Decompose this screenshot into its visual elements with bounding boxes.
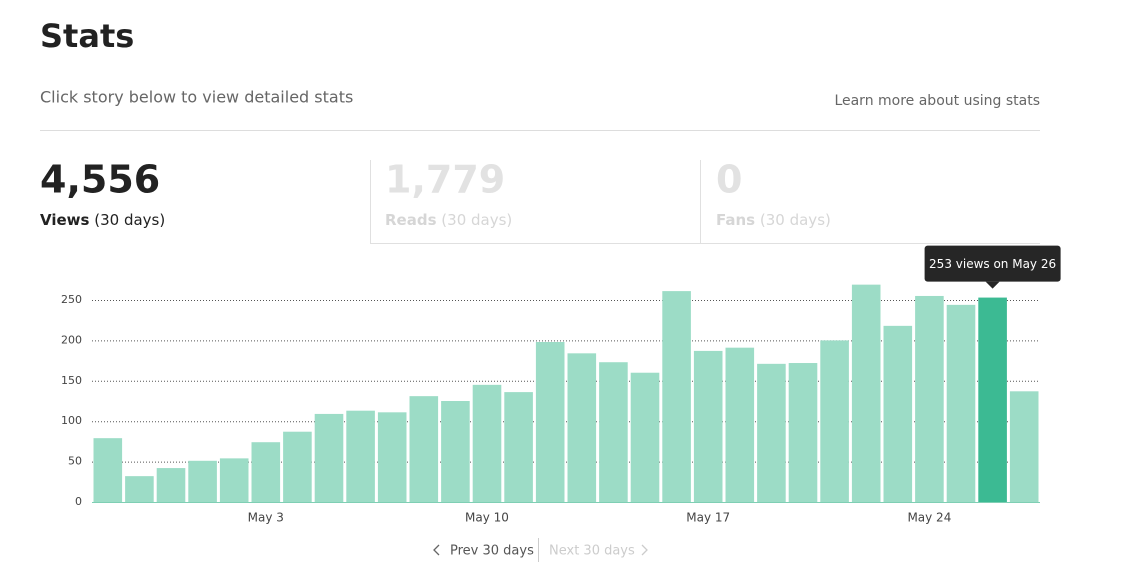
tooltip-text: 253 views on May 26 (929, 257, 1056, 271)
next-button: Next 30 days (549, 544, 648, 559)
tile-period: (30 days) (760, 211, 831, 229)
bar (409, 396, 439, 502)
bar (820, 340, 849, 502)
bar (788, 363, 818, 502)
y-tick-label: 150 (61, 374, 82, 387)
bar (441, 401, 470, 502)
bar (693, 350, 723, 502)
bar (946, 304, 976, 502)
tile-period: (30 days) (441, 211, 512, 229)
bar (377, 412, 407, 502)
bar (125, 476, 154, 502)
bar (156, 468, 186, 502)
y-tick-label: 0 (75, 495, 82, 508)
tile-metric: Reads (385, 211, 437, 229)
tile-fans[interactable]: 0 Fans (30 days) (700, 158, 1041, 244)
subtitle: Click story below to view detailed stats (40, 88, 353, 107)
tile-border (370, 160, 701, 244)
tile-label: Reads (30 days) (385, 211, 512, 229)
x-tick-label: May 3 (248, 511, 284, 525)
bar (314, 413, 344, 502)
y-tick-label: 200 (61, 333, 82, 346)
page-title: Stats (40, 17, 134, 55)
bar (851, 284, 881, 502)
tile-label: Views (30 days) (40, 211, 165, 229)
bar (662, 291, 691, 502)
bar (883, 325, 913, 502)
bar (599, 362, 628, 502)
bar (978, 297, 1007, 502)
bar (757, 363, 786, 502)
bar (251, 442, 281, 502)
bar (188, 460, 217, 502)
bar (504, 392, 533, 502)
tile-metric: Fans (716, 211, 755, 229)
bar (567, 353, 597, 502)
chart: 0 50 100 150 200 250 May 3 May 10 May 17 May 24 25… (61, 245, 1061, 525)
bar (725, 347, 755, 502)
tile-views[interactable]: 4,556 Views (30 days) (40, 158, 165, 229)
bar (535, 342, 565, 502)
y-tick-label: 50 (68, 455, 82, 468)
tile-value: 4,556 (40, 158, 160, 202)
bar (630, 372, 660, 502)
chevron-left (433, 544, 440, 556)
bar (915, 295, 944, 502)
tile-reads[interactable]: 1,779 Reads (30 days) (370, 158, 701, 244)
bar (346, 410, 375, 502)
tooltip-pointer (985, 281, 1000, 289)
tile-period: (30 days) (94, 211, 165, 229)
tooltip-box (924, 245, 1061, 282)
tile-metric: Views (40, 211, 90, 229)
chevron-right (641, 544, 648, 556)
y-tick-label: 100 (61, 414, 82, 427)
tile-value: 1,779 (385, 158, 505, 202)
tile-label: Fans (30 days) (716, 211, 831, 229)
next-label: Next 30 days (549, 544, 635, 559)
x-tick-label: May 17 (686, 511, 730, 525)
prev-label: Prev 30 days (450, 544, 534, 559)
help-link[interactable]: Learn more about using stats (834, 93, 1040, 109)
bar (93, 438, 123, 502)
tooltip: 253 views on May 26 (924, 245, 1061, 289)
bar (472, 384, 502, 502)
y-tick-label: 250 (61, 293, 82, 306)
x-tick-label: May 10 (465, 511, 509, 525)
x-tick-label: May 24 (907, 511, 951, 525)
bar (1009, 391, 1039, 502)
bar (219, 458, 249, 502)
bar (283, 431, 312, 502)
prev-button[interactable]: Prev 30 days (433, 544, 534, 559)
tile-value: 0 (716, 158, 742, 202)
